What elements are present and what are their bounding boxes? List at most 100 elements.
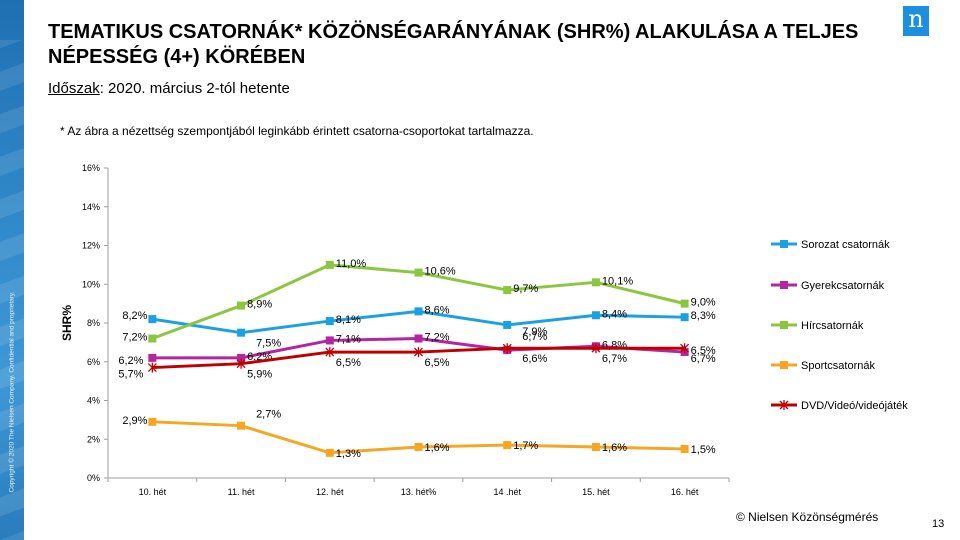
- data-label-gyerek: 6,6%: [522, 353, 547, 365]
- x-tick-label: 11. hét: [228, 487, 255, 497]
- legend-label-sport: Sportcsatornák: [801, 360, 875, 372]
- legend-label-sorozat: Sorozat csatornák: [801, 239, 890, 251]
- data-point-sport: [503, 441, 512, 450]
- period-label: Időszak: [48, 80, 100, 97]
- data-point-hir: [237, 301, 246, 310]
- x-tick-label: 15. hét: [582, 487, 610, 497]
- data-label-sorozat: 8,4%: [602, 308, 627, 320]
- data-label-sorozat: 8,6%: [425, 304, 450, 316]
- data-label-gyerek: 6,2%: [118, 355, 143, 367]
- data-label-dvd: 6,5%: [425, 357, 450, 369]
- data-label-gyerek: 7,2%: [425, 332, 450, 344]
- data-label-sorozat: 8,1%: [336, 314, 361, 326]
- data-point-dvd: [591, 343, 601, 354]
- data-label-hir: 9,7%: [513, 283, 538, 295]
- y-tick-label: 14%: [82, 202, 100, 212]
- chart-footnote: * Az ábra a nézettség szempontjából legi…: [60, 124, 534, 138]
- data-point-sorozat: [680, 313, 689, 322]
- data-point-sorozat: [414, 307, 423, 316]
- data-point-gyerek: [414, 334, 423, 343]
- data-label-gyerek: 6,5%: [691, 345, 716, 357]
- data-point-dvd: [147, 362, 157, 373]
- legend-marker-sport: [780, 361, 788, 369]
- data-label-sport: 1,6%: [425, 442, 450, 454]
- y-axis-title: SHR%: [60, 305, 74, 341]
- data-label-dvd: 6,7%: [522, 331, 547, 343]
- data-label-dvd: 6,5%: [336, 357, 361, 369]
- left-decorative-bar: Copyright © 2020 The Nielsen Company. Co…: [0, 0, 24, 540]
- data-label-sorozat: 8,2%: [122, 310, 147, 322]
- data-label-hir: 8,9%: [247, 299, 272, 311]
- data-point-sorozat: [503, 320, 512, 329]
- data-point-sport: [414, 443, 423, 451]
- data-label-gyerek: 7,1%: [336, 333, 361, 345]
- data-point-sorozat: [591, 311, 600, 320]
- data-label-dvd: 5,7%: [118, 369, 143, 381]
- data-label-sorozat: 8,3%: [691, 310, 716, 322]
- data-point-hir: [503, 286, 512, 295]
- data-label-dvd: 6,7%: [691, 353, 716, 365]
- y-tick-label: 4%: [87, 396, 100, 406]
- x-tick-label: 13. hét%: [401, 487, 437, 497]
- legend-marker-sorozat: [780, 240, 788, 248]
- data-point-sport: [325, 448, 334, 457]
- data-label-sorozat: 7,9%: [522, 326, 547, 338]
- source-note: © Nielsen Közönségmérés: [736, 510, 879, 524]
- y-tick-label: 10%: [82, 279, 100, 289]
- y-tick-label: 16%: [82, 163, 100, 173]
- data-label-hir: 9,0%: [691, 297, 716, 309]
- data-label-sport: 2,9%: [122, 415, 147, 427]
- data-label-sport: 1,3%: [336, 448, 361, 460]
- x-tick-label: 14 .hét: [493, 487, 521, 497]
- x-tick-label: 16. hét: [671, 487, 699, 497]
- data-point-hir: [148, 334, 157, 343]
- data-label-hir: 10,1%: [602, 275, 633, 287]
- data-label-sport: 1,7%: [513, 440, 538, 452]
- data-label-hir: 11,0%: [336, 258, 367, 270]
- page-number: 13: [932, 518, 945, 530]
- data-point-hir: [680, 299, 689, 308]
- data-point-dvd: [236, 358, 246, 369]
- data-label-hir: 10,6%: [425, 266, 456, 278]
- data-point-sport: [148, 417, 157, 426]
- page-title: TEMATIKUS CSATORNÁK* KÖZÖNSÉGARÁNYÁNAK (…: [48, 21, 859, 68]
- data-label-sport: 2,7%: [256, 409, 281, 421]
- data-point-dvd: [680, 343, 690, 354]
- y-tick-label: 6%: [87, 357, 100, 367]
- data-point-sorozat: [237, 328, 246, 337]
- nielsen-logo: n: [903, 6, 929, 36]
- y-tick-label: 8%: [87, 318, 100, 328]
- data-point-hir: [591, 278, 600, 287]
- data-point-sorozat: [325, 317, 334, 326]
- legend-marker-dvd: [779, 400, 789, 410]
- data-point-hir: [325, 260, 334, 269]
- data-point-dvd: [502, 343, 512, 354]
- data-point-gyerek: [325, 336, 334, 345]
- y-tick-label: 12%: [82, 241, 100, 251]
- period-subtitle: Időszak: 2020. március 2-tól hetente: [48, 80, 290, 97]
- legend-label-gyerek: Gyerekcsatornák: [801, 280, 885, 292]
- legend-label-dvd: DVD/Videó/videójáték: [801, 400, 908, 412]
- legend-marker-gyerek: [780, 281, 788, 289]
- data-label-hir: 7,2%: [122, 332, 147, 344]
- data-point-dvd: [414, 347, 423, 358]
- data-label-dvd: 5,9%: [247, 369, 272, 381]
- data-label-sorozat: 7,5%: [256, 338, 281, 350]
- data-point-gyerek: [237, 353, 246, 362]
- data-point-hir: [414, 268, 423, 277]
- period-value: : 2020. március 2-tól hetente: [99, 80, 290, 97]
- x-tick-label: 10. hét: [139, 487, 167, 497]
- data-point-sport: [591, 443, 600, 451]
- x-tick-label: 12. hét: [316, 487, 344, 497]
- data-label-sport: 1,5%: [691, 444, 716, 456]
- data-point-sorozat: [148, 315, 157, 324]
- data-point-sport: [237, 421, 246, 430]
- y-tick-label: 0%: [87, 473, 100, 483]
- legend-marker-hir: [780, 321, 788, 329]
- data-label-sport: 1,6%: [602, 442, 627, 454]
- data-point-sport: [680, 444, 689, 453]
- y-tick-label: 2%: [87, 434, 100, 444]
- legend-label-hir: Hírcsatornák: [801, 320, 864, 332]
- data-point-dvd: [325, 347, 335, 358]
